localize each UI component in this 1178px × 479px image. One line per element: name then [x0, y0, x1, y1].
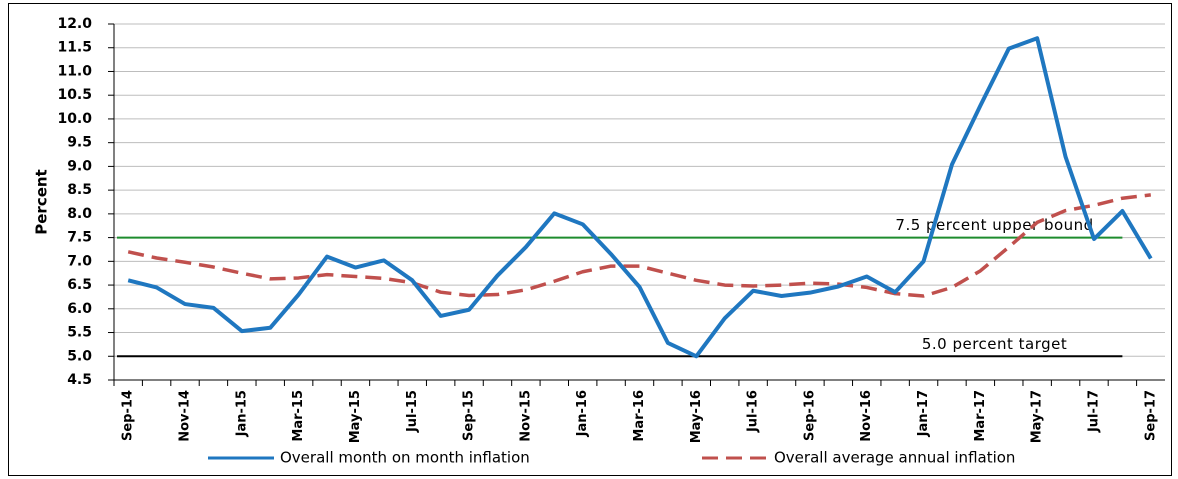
reference-label: 5.0 percent target — [922, 335, 1067, 353]
y-tick-label: 11.0 — [57, 63, 92, 79]
x-tick-label: Mar-17 — [973, 390, 988, 442]
y-tick-label: 9.5 — [67, 135, 92, 151]
y-tick-label: 9.0 — [67, 158, 92, 174]
x-tick-label: Sep-14 — [121, 390, 136, 441]
x-tick-label: Nov-14 — [178, 390, 193, 442]
x-tick-label: Jan-15 — [234, 390, 249, 437]
y-tick-label: 6.5 — [67, 277, 92, 293]
x-tick-label: Nov-15 — [518, 390, 533, 442]
y-tick-label: 7.5 — [67, 230, 92, 246]
y-tick-label: 4.5 — [67, 372, 92, 388]
x-tick-label: Nov-16 — [859, 390, 874, 442]
x-tick-label: May-16 — [689, 390, 704, 443]
y-tick-label: 10.0 — [57, 111, 92, 127]
y-tick-label: 6.0 — [67, 301, 92, 317]
x-tick-label: Jul-16 — [746, 390, 761, 433]
y-tick-label: 10.5 — [57, 87, 92, 103]
y-tick-label: 5.0 — [67, 348, 92, 364]
x-tick-label: Jan-17 — [916, 390, 931, 437]
x-tick-label: Sep-17 — [1143, 390, 1158, 441]
x-tick-label: Mar-15 — [291, 390, 306, 442]
y-tick-label: 8.0 — [67, 206, 92, 222]
y-tick-label: 11.5 — [57, 40, 92, 56]
x-tick-label: Sep-15 — [462, 390, 477, 441]
y-tick-label: 8.5 — [67, 182, 92, 198]
y-tick-label: 7.0 — [67, 253, 92, 269]
reference-label: 7.5 percent upper bound — [895, 216, 1093, 234]
x-tick-label: May-15 — [348, 390, 363, 443]
y-axis-label: Percent — [33, 169, 51, 234]
x-tick-label: Mar-16 — [632, 390, 647, 442]
x-tick-label: Sep-16 — [802, 390, 817, 441]
x-tick-label: Jul-15 — [405, 390, 420, 433]
y-tick-label: 5.5 — [67, 325, 92, 341]
y-tick-label: 12.0 — [57, 16, 92, 32]
x-tick-label: Jul-17 — [1086, 390, 1101, 433]
series-line — [127, 193, 1152, 298]
series-line — [127, 36, 1153, 359]
frame — [8, 3, 1172, 476]
x-tick-label: Jan-16 — [575, 390, 590, 437]
x-tick-label: May-17 — [1030, 390, 1045, 443]
legend-label: Overall average annual inflation — [774, 449, 1015, 467]
legend-label: Overall month on month inflation — [280, 449, 530, 467]
